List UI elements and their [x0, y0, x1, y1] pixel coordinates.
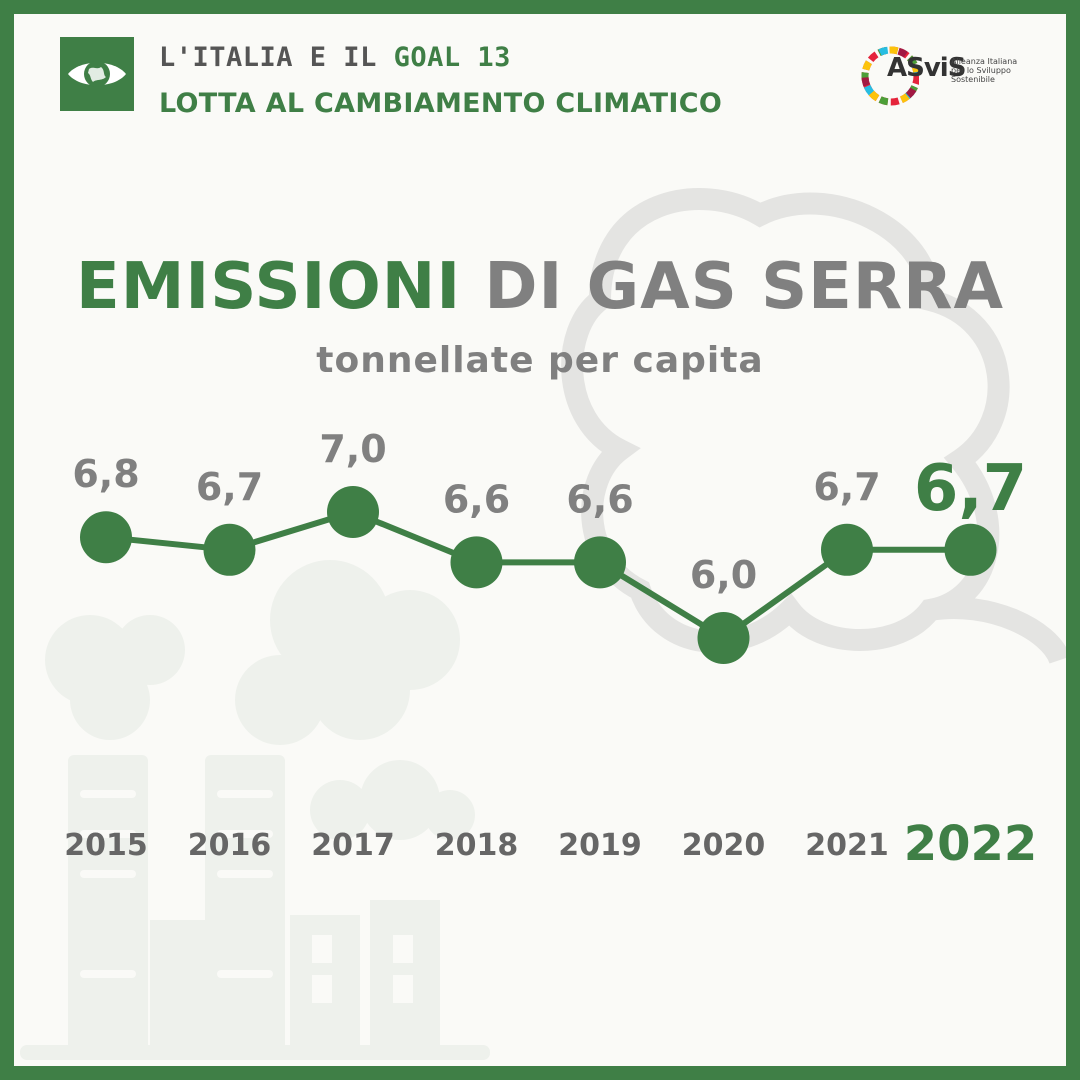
- eye-globe-icon: [68, 61, 126, 87]
- data-label-2017: 7,0: [319, 427, 386, 471]
- tree-outline-icon: [561, 188, 1066, 665]
- data-label-2019: 6,6: [566, 477, 633, 521]
- factory-icon: [20, 560, 490, 1060]
- data-point-2017: [327, 486, 379, 538]
- x-tick-2016: 2016: [188, 828, 272, 863]
- x-tick-2018: 2018: [435, 828, 519, 863]
- title-part1: EMISSIONI: [76, 250, 462, 324]
- chart-title: EMISSIONI DI GAS SERRA: [14, 250, 1066, 324]
- data-point-2016: [203, 523, 256, 576]
- data-label-2020: 6,0: [690, 553, 757, 597]
- data-label-2015: 6,8: [72, 452, 139, 496]
- data-label-2022: 6,7: [914, 452, 1027, 526]
- asvis-logo: ASviS Alleanza Italiana per lo Sviluppo …: [859, 41, 1029, 111]
- sdg-wheel-icon: [861, 46, 919, 106]
- data-point-2019: [574, 536, 626, 589]
- header-title: L'ITALIA E IL GOAL 13: [159, 42, 511, 73]
- data-label-2021: 6,7: [813, 465, 880, 509]
- data-label-2016: 6,7: [196, 465, 263, 509]
- x-tick-2020: 2020: [682, 828, 766, 863]
- logo-subtitle: Alleanza Italiana per lo Sviluppo Sosten…: [951, 57, 1018, 84]
- header-subtitle: LOTTA AL CAMBIAMENTO CLIMATICO: [159, 88, 723, 119]
- logo-name: ASviS: [887, 53, 966, 83]
- data-point-2020: [697, 612, 750, 664]
- chart-subtitle: tonnellate per capita: [316, 340, 764, 381]
- data-point-2021: [821, 523, 873, 576]
- x-tick-2022: 2022: [904, 816, 1038, 872]
- data-label-2018: 6,6: [443, 477, 510, 521]
- goal-badge: [60, 37, 134, 111]
- x-tick-2015: 2015: [64, 828, 148, 863]
- data-point-2018: [450, 536, 503, 589]
- data-point-2015: [80, 511, 132, 564]
- goal-label: GOAL 13: [393, 42, 511, 73]
- x-tick-2017: 2017: [311, 828, 395, 863]
- data-point-2022: [944, 523, 997, 576]
- x-tick-2021: 2021: [805, 828, 889, 863]
- title-part2: DI GAS SERRA: [461, 250, 1004, 324]
- x-tick-2019: 2019: [558, 828, 642, 863]
